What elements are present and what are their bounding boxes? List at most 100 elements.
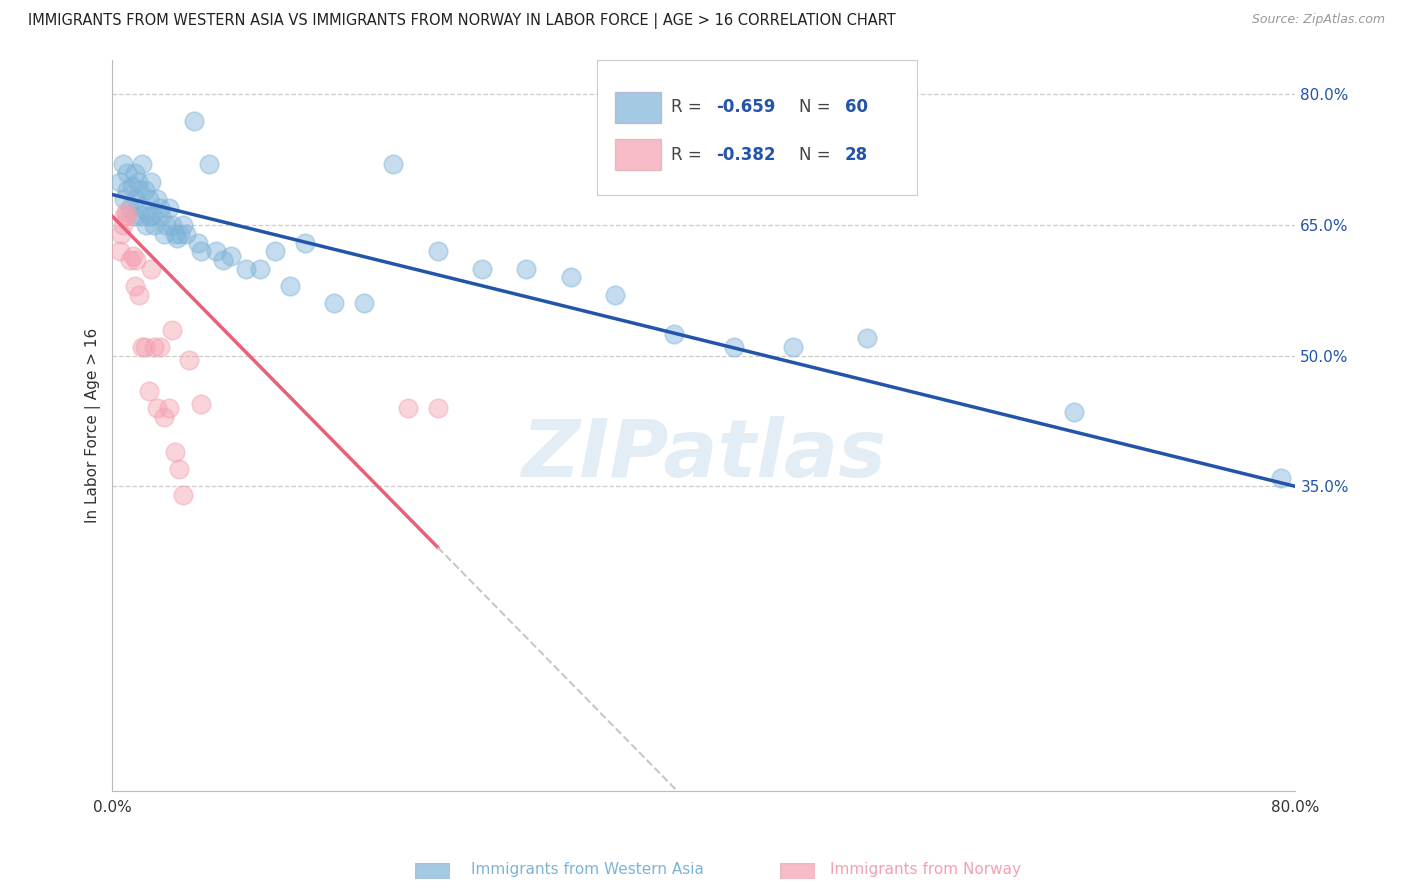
Text: Immigrants from Western Asia: Immigrants from Western Asia (471, 863, 704, 877)
Point (138, 210, 160, 224)
FancyBboxPatch shape (616, 139, 661, 170)
Text: Immigrants from Norway: Immigrants from Norway (830, 863, 1021, 877)
Point (128, 287, 150, 301)
Point (142, 340, 165, 354)
Point (190, 397, 212, 411)
Point (111, 157, 134, 171)
Text: Source: ZipAtlas.com: Source: ZipAtlas.com (1251, 13, 1385, 27)
Point (110, 227, 132, 241)
Point (205, 244, 228, 259)
Point (112, 210, 135, 224)
Point (167, 462, 190, 476)
Point (135, 218, 157, 232)
Point (150, 210, 173, 224)
Point (121, 178, 143, 193)
Point (166, 231, 188, 245)
Point (179, 353, 201, 368)
Point (138, 384, 160, 398)
Text: ZIPatlas: ZIPatlas (522, 416, 886, 493)
Point (163, 227, 186, 241)
Point (120, 201, 142, 215)
Point (115, 183, 138, 197)
Point (212, 252, 235, 267)
Point (278, 279, 301, 293)
Text: R =: R = (671, 145, 707, 164)
Point (219, 249, 242, 263)
Point (294, 235, 316, 250)
Point (153, 409, 176, 424)
Point (120, 252, 142, 267)
Point (426, 244, 449, 259)
FancyBboxPatch shape (598, 60, 917, 195)
Text: -0.659: -0.659 (716, 98, 775, 116)
Point (723, 340, 745, 354)
Point (249, 261, 271, 276)
Point (264, 244, 287, 259)
Point (664, 326, 686, 341)
Point (471, 261, 494, 276)
Point (197, 157, 219, 171)
Text: R =: R = (671, 98, 707, 116)
Point (131, 201, 153, 215)
Point (157, 401, 180, 415)
Point (115, 210, 138, 224)
Point (382, 157, 405, 171)
Point (153, 227, 176, 241)
Point (560, 270, 582, 285)
Point (131, 340, 153, 354)
Point (155, 218, 177, 232)
Point (172, 218, 194, 232)
Point (128, 183, 150, 197)
Point (190, 244, 212, 259)
Point (855, 331, 877, 345)
Y-axis label: In Labor Force | Age > 16: In Labor Force | Age > 16 (86, 327, 101, 523)
Point (172, 488, 194, 502)
Point (160, 323, 183, 337)
Point (323, 296, 346, 310)
Point (124, 279, 146, 293)
Point (122, 249, 145, 263)
Text: 60: 60 (845, 98, 868, 116)
Point (149, 340, 172, 354)
Text: N =: N = (799, 145, 835, 164)
Point (515, 261, 537, 276)
Point (139, 175, 162, 189)
Point (353, 296, 375, 310)
Text: IMMIGRANTS FROM WESTERN ASIA VS IMMIGRANTS FROM NORWAY IN LABOR FORCE | AGE > 16: IMMIGRANTS FROM WESTERN ASIA VS IMMIGRAN… (28, 13, 896, 29)
Point (142, 218, 165, 232)
Point (125, 252, 148, 267)
Point (108, 244, 131, 259)
Point (114, 205, 136, 219)
Point (163, 444, 186, 458)
Point (124, 166, 146, 180)
Point (396, 401, 419, 415)
Point (141, 210, 163, 224)
Point (183, 113, 205, 128)
Point (138, 192, 160, 206)
Point (115, 166, 138, 180)
Point (160, 218, 183, 232)
Point (124, 210, 146, 224)
Point (426, 401, 449, 415)
Point (129, 210, 152, 224)
Point (146, 401, 169, 415)
Point (127, 175, 149, 189)
Point (169, 227, 191, 241)
Point (146, 192, 169, 206)
Point (235, 261, 257, 276)
Text: 28: 28 (845, 145, 868, 164)
Point (782, 340, 804, 354)
Text: N =: N = (799, 98, 835, 116)
FancyBboxPatch shape (616, 92, 661, 122)
Point (112, 192, 135, 206)
Point (157, 201, 180, 215)
Point (176, 227, 198, 241)
Text: -0.382: -0.382 (716, 145, 775, 164)
Point (139, 261, 162, 276)
Point (134, 340, 156, 354)
Point (187, 235, 209, 250)
Point (131, 157, 153, 171)
Point (108, 175, 131, 189)
Point (134, 183, 156, 197)
Point (149, 201, 172, 215)
